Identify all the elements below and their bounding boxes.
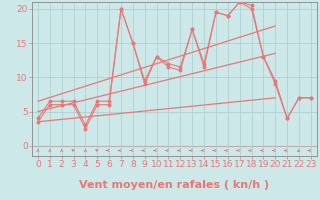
X-axis label: Vent moyen/en rafales ( kn/h ): Vent moyen/en rafales ( kn/h ) xyxy=(79,180,269,190)
